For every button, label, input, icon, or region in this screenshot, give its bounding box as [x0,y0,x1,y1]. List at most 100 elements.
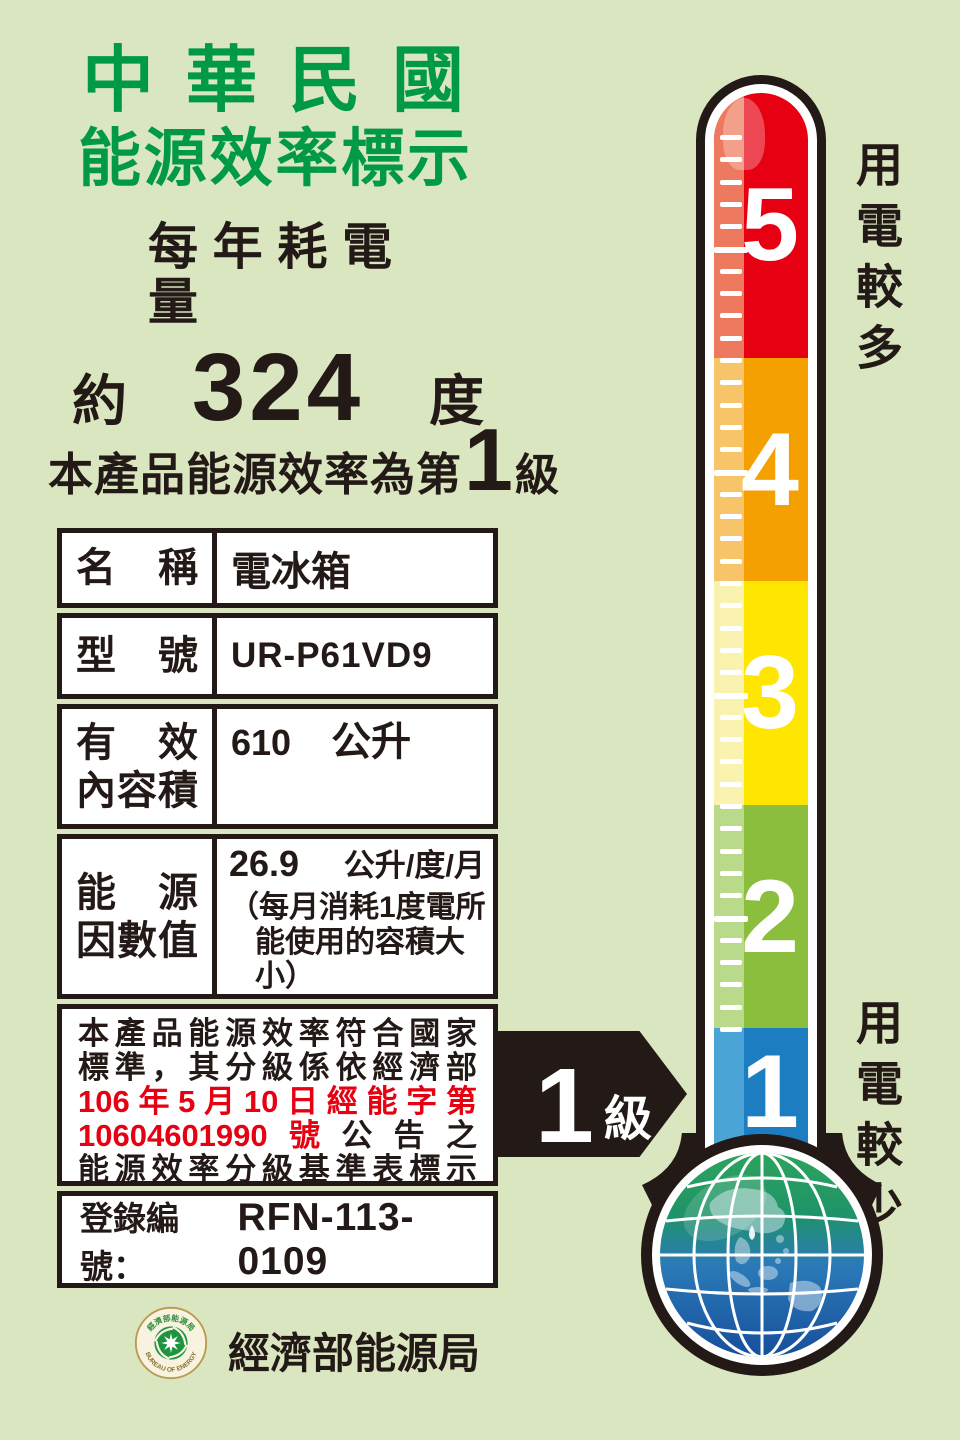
scale-tick [720,870,742,876]
more-power-label: 用電較多 [849,140,902,384]
scale-tick [714,246,748,253]
grade-number-4: 4 [741,412,799,528]
energy-factor-note: （每月消耗1度電所 能使用的容積大小） [229,891,486,994]
registration-number: RFN-113-0109 [237,1195,415,1283]
energy-factor-unit: 公升/度/月 [343,848,485,884]
scale-tick [714,915,748,922]
grade-sentence: 本產品能源效率為第 1 級 [48,410,559,509]
scale-tick [720,960,742,966]
globe-gloss [683,1174,767,1242]
name-label: 名 稱 [76,546,198,590]
statement-line5: 能源效率分級基準表標示 [78,1152,477,1187]
scale-tick [720,201,742,207]
thermometer: 5 4 3 2 1 [696,75,826,1183]
statement-line2: 標準，其分級係依經濟部 [78,1050,477,1085]
seal-pinwheel [154,1326,188,1360]
grade-number-5: 5 [741,167,799,283]
scale-tick [720,714,742,720]
label-title-line2: 能源效率標示 [78,124,470,194]
globe-grid [660,1153,864,1357]
statement-line3: 106年5月10日經能字第 [78,1084,477,1119]
label-title-line1: 中 華 民 國 [82,41,464,121]
energy-factor-label-line2: 因數值 [76,918,198,963]
globe-sparkle [749,1225,755,1240]
kwh-unit-label: 度 [428,370,484,432]
grade-number-2: 2 [741,859,799,975]
approx-label: 約 [72,370,128,432]
globe [641,1133,883,1376]
scale-tick [720,402,742,408]
volume-value: 610 [231,722,292,763]
grade-sentence-prefix: 本產品能源效率為第 [48,449,463,500]
agency-name: 經濟部能源局 [228,1330,481,1377]
scale-tick [714,692,748,699]
scale-tick [720,380,742,386]
scale-tick [714,469,748,476]
table-row-volume: 有 效 內容積 610 公升 [57,704,498,829]
volume-unit: 公升 [331,720,412,764]
scale-tick [720,424,742,430]
scale-tick [720,625,742,631]
scale-tick [720,581,742,586]
scale-tick [720,781,742,787]
scale-tick [720,737,742,743]
volume-label-line2: 內容積 [76,768,198,813]
scale-tick [720,603,742,609]
scale-tick [720,893,742,899]
scale-tick [720,982,742,988]
bureau-of-energy-seal: 經濟部能源局 BUREAU OF ENERGY [134,1306,208,1380]
statement-line1: 本產品能源效率符合國家 [78,1016,477,1051]
registration-label: 登錄編號： [80,1199,179,1285]
scale-tick [720,313,742,319]
compliance-statement: 本產品能源效率符合國家 標準，其分級係依經濟部 106年5月10日經能字第 10… [57,1004,498,1187]
scale-tick [720,157,742,163]
spec-table: 名 稱 電冰箱 型 號 UR-P61VD9 有 效 內容積 610 公升 [57,528,498,1288]
globe-neck-fillets [642,1133,882,1213]
grade-number-1: 1 [741,1034,799,1150]
scale-tick [720,536,742,542]
scale-tick [720,335,742,341]
scale-tick [720,826,742,832]
scale-tick [720,291,742,297]
grade-arrow-suffix: 級 [603,1093,652,1146]
product-name-value: 電冰箱 [231,550,351,594]
statement-line4: 10604601990號公告之 [78,1118,477,1153]
model-label: 型 號 [76,634,198,678]
model-number-value: UR-P61VD9 [231,636,433,675]
thermometer-inner-border: 5 4 3 2 1 [705,84,817,1183]
scale-tick [720,447,742,453]
scale-tick [720,759,742,765]
scale-tick [720,647,742,653]
grade-sentence-suffix: 級 [514,451,559,500]
seal-star [161,1333,181,1353]
thermometer-fill: 5 4 3 2 1 [714,93,808,1183]
table-row-name: 名 稱 電冰箱 [57,528,498,608]
scale-tick [720,514,742,520]
scale-tick [720,491,742,497]
scale-tick [720,135,742,140]
grade-number-3: 3 [741,635,799,751]
volume-label-line1: 有 效 [76,720,198,765]
grade-sentence-number: 1 [464,410,513,509]
annual-consumption-row: 約 324 度 [72,333,484,443]
scale-tick [720,1004,742,1010]
scale-tick [720,179,742,185]
grade-arrow: 1 級 [497,1031,687,1157]
table-row-energy-factor: 能 源 因數值 26.9 公升/度/月 （每月消耗1度電所 能使用的容積大小） [57,834,498,999]
scale-tick [720,558,742,564]
energy-factor-value: 26.9 [229,843,300,885]
scale-tick [720,358,742,363]
scale-tick [720,804,742,809]
grade-arrow-number: 1 [535,1047,594,1166]
scale-tick [720,937,742,943]
energy-factor-label-line1: 能 源 [76,870,198,915]
table-row-model: 型 號 UR-P61VD9 [57,613,498,699]
annual-consumption-heading: 每年耗電量 [148,219,392,330]
registration-row: 登錄編號： RFN-113-0109 [57,1191,498,1288]
annual-kwh-value: 324 [191,334,365,441]
scale-tick [720,848,742,854]
scale-tick [720,224,742,230]
scale-tick [720,268,742,274]
scale-tick [720,1027,742,1032]
